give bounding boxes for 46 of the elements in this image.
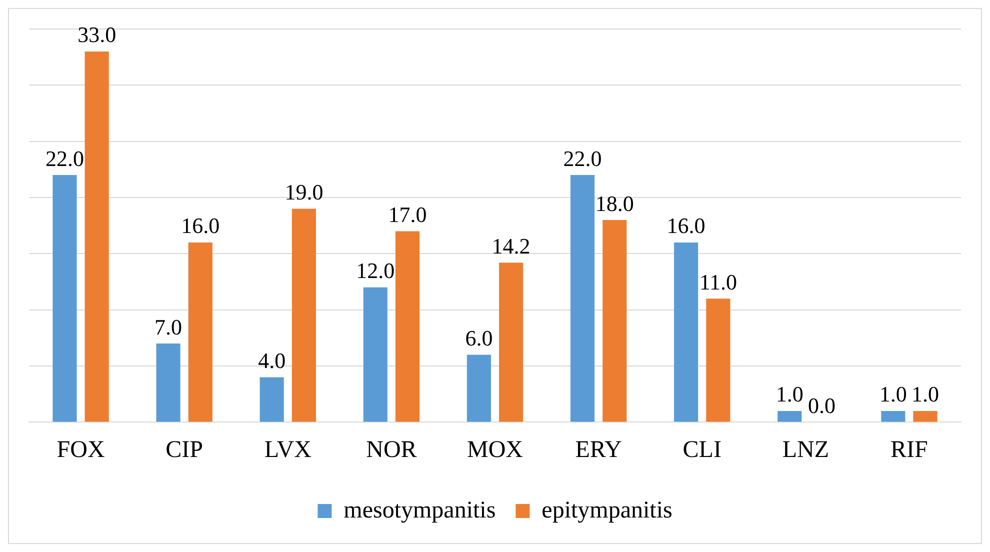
data-label: 11.0 (699, 269, 738, 294)
bar (602, 220, 627, 422)
data-label: 16.0 (181, 213, 220, 238)
x-tick-label: LVX (264, 436, 312, 463)
bar (188, 242, 212, 422)
bar (395, 231, 420, 422)
data-label: 16.0 (666, 213, 706, 238)
x-tick-label: MOX (466, 436, 524, 463)
data-label: 17.0 (388, 202, 427, 227)
x-tick-label: RIF (890, 436, 928, 463)
x-tick-label: CLI (682, 436, 722, 463)
data-label: 22.0 (563, 146, 602, 171)
bar (706, 298, 730, 422)
data-label: 0.0 (808, 392, 836, 418)
data-label: 1.0 (912, 382, 940, 407)
x-tick-label: ERY (575, 436, 622, 463)
data-label: 12.0 (356, 258, 395, 284)
bar (363, 287, 388, 422)
data-label: 7.0 (154, 314, 182, 340)
data-label: 1.0 (879, 382, 907, 407)
bar (260, 377, 284, 422)
bar (570, 175, 595, 422)
bar (156, 344, 180, 422)
data-label: 1.0 (776, 382, 804, 407)
data-label: 33.0 (78, 22, 116, 48)
data-label: 6.0 (465, 326, 493, 351)
x-tick-label: NOR (366, 436, 417, 463)
bar (466, 354, 491, 422)
data-label: 22.0 (45, 146, 84, 171)
x-tick-label: LNZ (782, 436, 829, 463)
bar (84, 51, 109, 422)
x-tick-label: CIP (166, 436, 204, 463)
data-label: 14.2 (492, 233, 530, 258)
bar (881, 410, 906, 422)
legend-label: epitympanitis (542, 497, 672, 524)
bar (913, 410, 938, 422)
data-label: 19.0 (284, 180, 324, 205)
data-label: 18.0 (595, 190, 634, 216)
x-tick-label: FOX (56, 436, 105, 463)
legend-label: mesotympanitis (344, 497, 496, 524)
bar (292, 208, 316, 422)
bar (52, 175, 77, 422)
bar (674, 242, 698, 422)
bar (499, 262, 524, 422)
data-label: 4.0 (258, 348, 286, 374)
bar (778, 410, 802, 422)
